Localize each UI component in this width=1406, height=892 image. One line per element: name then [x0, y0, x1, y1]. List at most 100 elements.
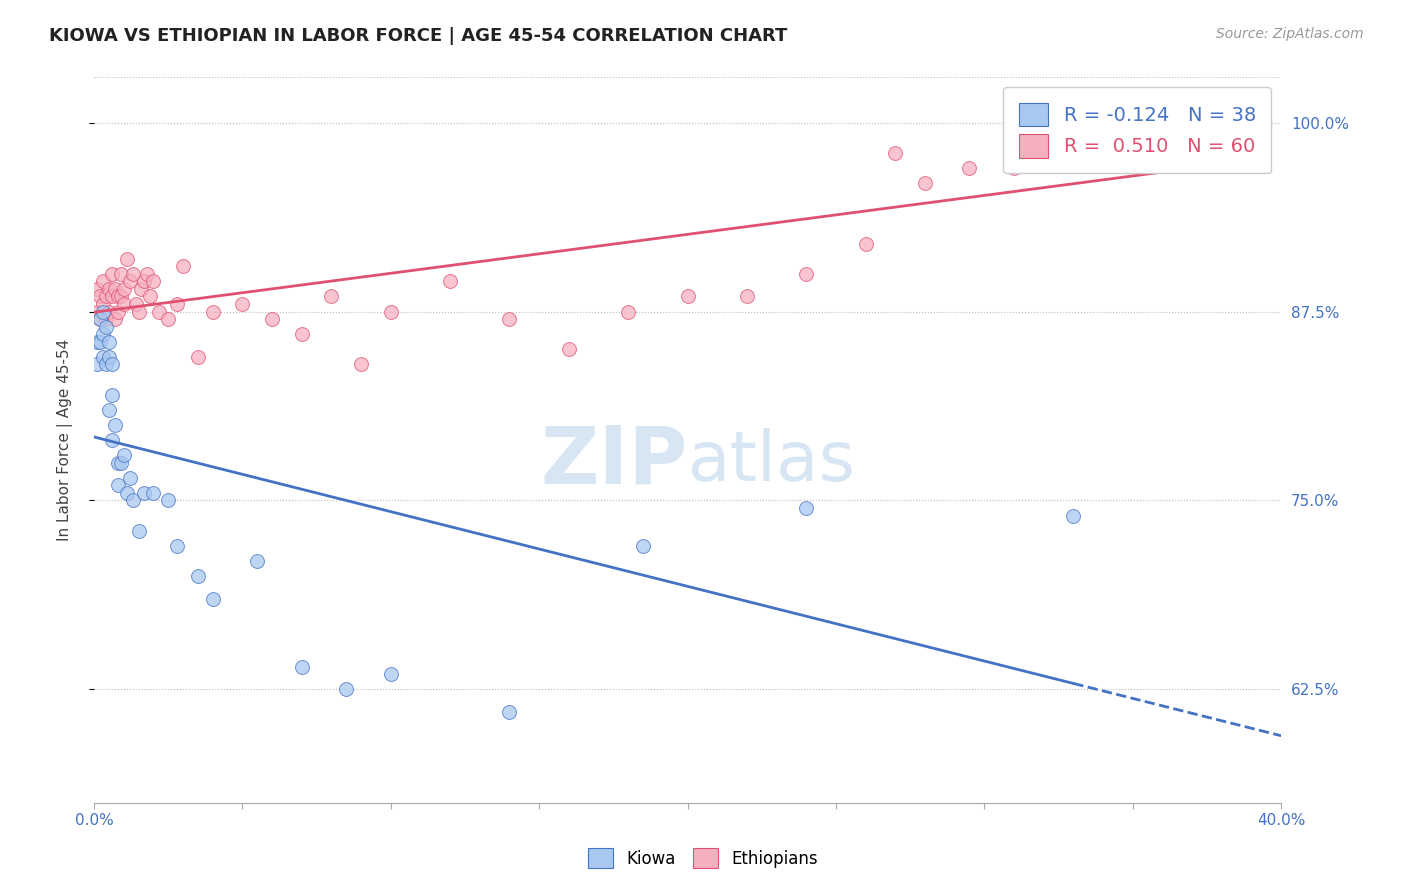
Point — [558, 343, 581, 357]
Point — [91, 350, 114, 364]
Point — [131, 282, 153, 296]
Point — [110, 267, 132, 281]
Point — [139, 289, 162, 303]
Point — [1002, 161, 1025, 175]
Point — [914, 176, 936, 190]
Point — [128, 304, 150, 318]
Point — [112, 282, 135, 296]
Point — [91, 274, 114, 288]
Point — [1062, 153, 1084, 168]
Point — [115, 486, 138, 500]
Point — [94, 319, 117, 334]
Point — [498, 312, 520, 326]
Point — [1152, 131, 1174, 145]
Point — [118, 471, 141, 485]
Point — [121, 267, 143, 281]
Point — [97, 282, 120, 296]
Point — [1107, 145, 1129, 160]
Point — [1062, 508, 1084, 523]
Point — [142, 274, 165, 288]
Point — [134, 274, 156, 288]
Point — [86, 304, 108, 318]
Point — [107, 304, 129, 318]
Point — [101, 433, 124, 447]
Point — [86, 358, 108, 372]
Point — [134, 486, 156, 500]
Point — [1226, 116, 1249, 130]
Point — [246, 554, 269, 568]
Point — [118, 274, 141, 288]
Point — [97, 304, 120, 318]
Point — [104, 312, 127, 326]
Point — [110, 289, 132, 303]
Point — [142, 486, 165, 500]
Point — [115, 252, 138, 266]
Point — [107, 478, 129, 492]
Point — [201, 304, 224, 318]
Point — [97, 334, 120, 349]
Point — [128, 524, 150, 538]
Point — [794, 267, 817, 281]
Point — [101, 387, 124, 401]
Point — [439, 274, 461, 288]
Point — [112, 297, 135, 311]
Point — [855, 236, 877, 251]
Point — [110, 456, 132, 470]
Point — [91, 297, 114, 311]
Point — [136, 267, 159, 281]
Point — [321, 289, 343, 303]
Point — [101, 267, 124, 281]
Text: atlas: atlas — [688, 428, 855, 495]
Point — [94, 358, 117, 372]
Point — [112, 448, 135, 462]
Point — [1195, 116, 1218, 130]
Point — [89, 312, 111, 326]
Y-axis label: In Labor Force | Age 45-54: In Labor Force | Age 45-54 — [58, 339, 73, 541]
Point — [148, 304, 170, 318]
Point — [959, 161, 981, 175]
Point — [1032, 153, 1054, 168]
Point — [187, 569, 209, 583]
Point — [104, 282, 127, 296]
Point — [631, 539, 654, 553]
Point — [884, 145, 907, 160]
Text: Source: ZipAtlas.com: Source: ZipAtlas.com — [1216, 27, 1364, 41]
Point — [89, 289, 111, 303]
Point — [172, 260, 194, 274]
Point — [380, 667, 402, 681]
Point — [335, 682, 357, 697]
Point — [291, 659, 314, 673]
Point — [101, 289, 124, 303]
Point — [380, 304, 402, 318]
Point — [89, 334, 111, 349]
Point — [89, 312, 111, 326]
Point — [166, 539, 188, 553]
Point — [124, 297, 146, 311]
Point — [94, 289, 117, 303]
Point — [617, 304, 640, 318]
Point — [97, 350, 120, 364]
Point — [291, 327, 314, 342]
Point — [350, 358, 373, 372]
Point — [231, 297, 253, 311]
Point — [107, 289, 129, 303]
Point — [187, 350, 209, 364]
Point — [86, 282, 108, 296]
Point — [735, 289, 758, 303]
Point — [86, 334, 108, 349]
Point — [201, 591, 224, 606]
Point — [104, 417, 127, 432]
Point — [91, 304, 114, 318]
Text: ZIP: ZIP — [540, 423, 688, 500]
Point — [262, 312, 284, 326]
Point — [794, 500, 817, 515]
Point — [94, 312, 117, 326]
Legend: Kiowa, Ethiopians: Kiowa, Ethiopians — [581, 839, 825, 877]
Point — [157, 312, 180, 326]
Legend: R = -0.124   N = 38, R =  0.510   N = 60: R = -0.124 N = 38, R = 0.510 N = 60 — [1004, 87, 1271, 174]
Point — [97, 402, 120, 417]
Point — [121, 493, 143, 508]
Point — [157, 493, 180, 508]
Point — [101, 358, 124, 372]
Point — [166, 297, 188, 311]
